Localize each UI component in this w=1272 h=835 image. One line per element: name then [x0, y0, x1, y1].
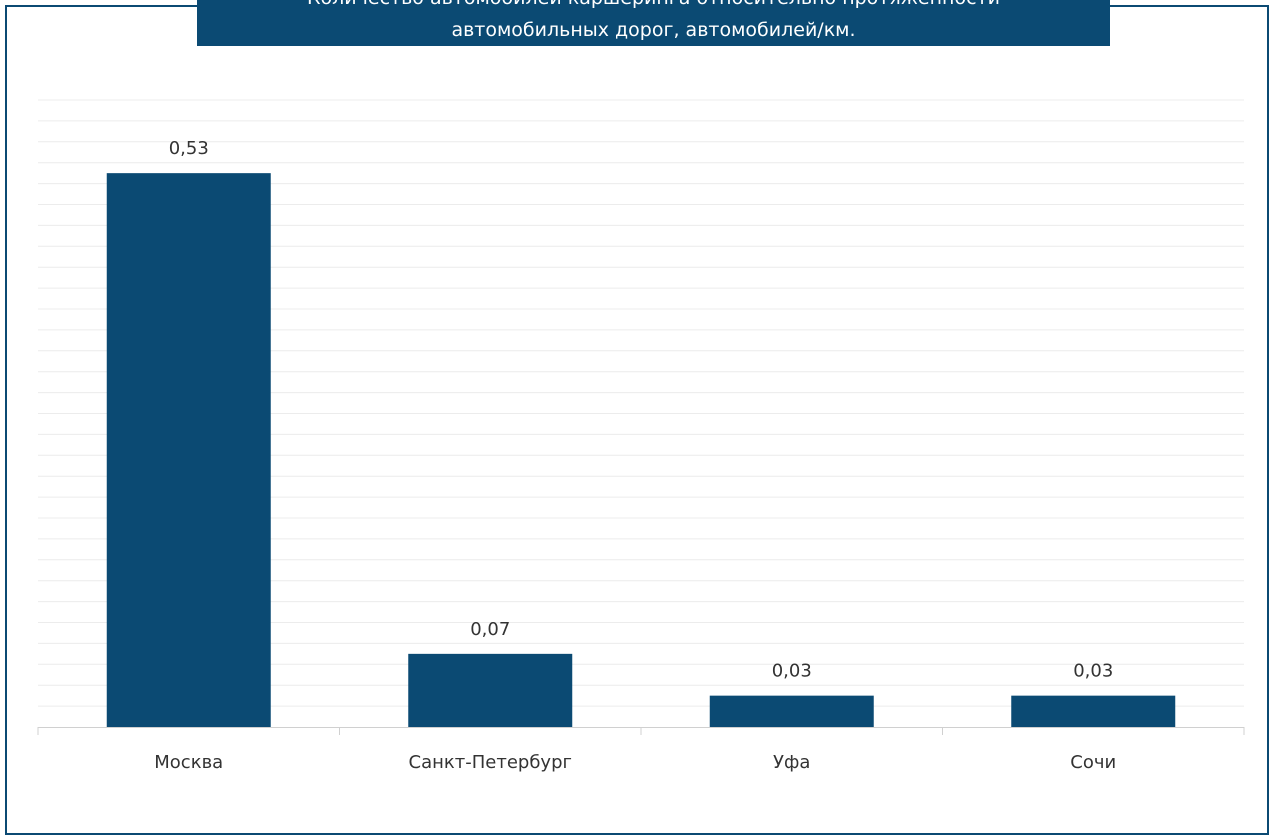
bar: [709, 695, 874, 727]
chart-title-line-2: автомобильных дорог, автомобилей/км.: [451, 19, 856, 41]
bar: [1011, 695, 1176, 727]
chart-title-line-1: Количество автомобилей каршеринга относи…: [197, 0, 1110, 14]
bar: [106, 173, 271, 727]
data-label: 0,07: [470, 619, 510, 640]
x-tick-label: Сочи: [1070, 752, 1116, 773]
bar: [408, 653, 573, 727]
x-tick-label: Санкт-Петербург: [409, 752, 572, 773]
x-tick-label: Москва: [154, 752, 223, 773]
chart-title: Количество автомобилей каршеринга относи…: [197, 0, 1110, 46]
x-tick-label: Уфа: [773, 752, 810, 773]
data-label: 0,53: [169, 138, 209, 159]
data-label: 0,03: [772, 661, 812, 682]
bar-chart: 0,53 Москва 0,07 Санкт-Петербург 0,03 Уфа 0,03…: [37, 99, 1245, 773]
data-label: 0,03: [1073, 661, 1113, 682]
